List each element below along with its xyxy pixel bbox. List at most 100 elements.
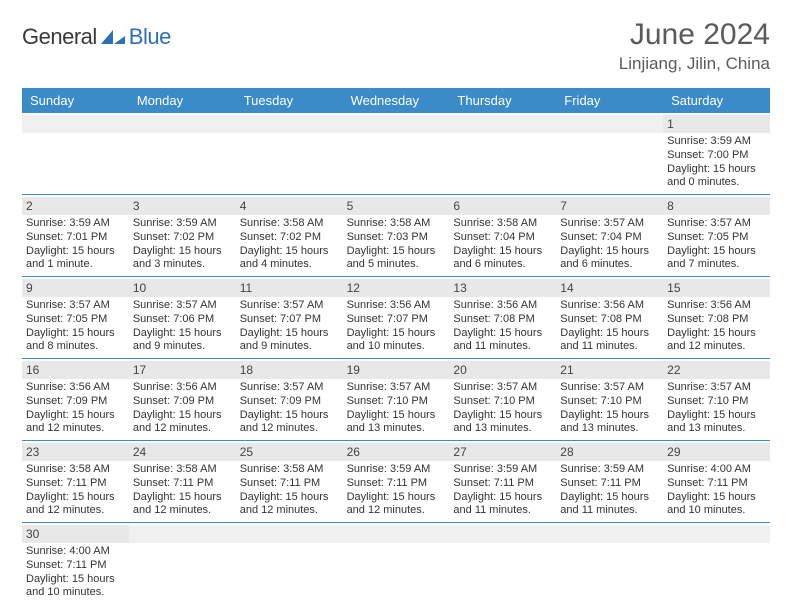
- sunrise-text: Sunrise: 3:58 AM: [133, 463, 232, 477]
- day-number: 15: [663, 279, 770, 297]
- day-number: 30: [22, 525, 129, 543]
- daylight-text: Daylight: 15 hours and 9 minutes.: [133, 327, 232, 355]
- day-details: Sunrise: 3:57 AMSunset: 7:04 PMDaylight:…: [560, 217, 659, 272]
- day-details: Sunrise: 3:56 AMSunset: 7:09 PMDaylight:…: [26, 381, 125, 436]
- day-number: 28: [556, 443, 663, 461]
- day-number: 24: [129, 443, 236, 461]
- daylight-text: Daylight: 15 hours and 6 minutes.: [453, 245, 552, 273]
- calendar-cell: 8Sunrise: 3:57 AMSunset: 7:05 PMDaylight…: [663, 195, 770, 276]
- day-number: 1: [663, 115, 770, 133]
- sunrise-text: Sunrise: 3:59 AM: [667, 135, 766, 149]
- day-details: Sunrise: 3:56 AMSunset: 7:07 PMDaylight:…: [347, 299, 446, 354]
- calendar-cell: 22Sunrise: 3:57 AMSunset: 7:10 PMDayligh…: [663, 359, 770, 440]
- calendar-cell: 29Sunrise: 4:00 AMSunset: 7:11 PMDayligh…: [663, 441, 770, 522]
- sunrise-text: Sunrise: 3:57 AM: [667, 381, 766, 395]
- calendar-cell: 13Sunrise: 3:56 AMSunset: 7:08 PMDayligh…: [449, 277, 556, 358]
- sunset-text: Sunset: 7:10 PM: [453, 395, 552, 409]
- day-number: 7: [556, 197, 663, 215]
- day-number: 18: [236, 361, 343, 379]
- day-details: Sunrise: 3:58 AMSunset: 7:03 PMDaylight:…: [347, 217, 446, 272]
- sunset-text: Sunset: 7:09 PM: [240, 395, 339, 409]
- daylight-text: Daylight: 15 hours and 13 minutes.: [560, 409, 659, 437]
- sunset-text: Sunset: 7:11 PM: [667, 477, 766, 491]
- day-number: [343, 115, 450, 133]
- calendar-cell: [129, 523, 236, 604]
- day-number: 16: [22, 361, 129, 379]
- sunrise-text: Sunrise: 3:59 AM: [453, 463, 552, 477]
- calendar-cell: [236, 113, 343, 194]
- sunset-text: Sunset: 7:11 PM: [26, 559, 125, 573]
- sunset-text: Sunset: 7:01 PM: [26, 231, 125, 245]
- day-number: [556, 525, 663, 543]
- daylight-text: Daylight: 15 hours and 10 minutes.: [667, 491, 766, 519]
- calendar-cell: [556, 523, 663, 604]
- calendar-cell: [343, 113, 450, 194]
- sunrise-text: Sunrise: 4:00 AM: [26, 545, 125, 559]
- month-title: June 2024: [619, 18, 770, 52]
- sunrise-text: Sunrise: 3:58 AM: [26, 463, 125, 477]
- daylight-text: Daylight: 15 hours and 9 minutes.: [240, 327, 339, 355]
- calendar-cell: 12 Sunrise: 3:56 AMSunset: 7:07 PMDayligh…: [343, 277, 450, 358]
- day-details: Sunrise: 3:56 AMSunset: 7:08 PMDaylight:…: [560, 299, 659, 354]
- day-number: 5: [343, 197, 450, 215]
- calendar-cell: [129, 113, 236, 194]
- calendar-week: 9Sunrise: 3:57 AMSunset: 7:05 PMDaylight…: [22, 277, 770, 359]
- sunset-text: Sunset: 7:10 PM: [667, 395, 766, 409]
- day-details: Sunrise: 3:58 AMSunset: 7:11 PMDaylight:…: [26, 463, 125, 518]
- page-header: General Blue June 2024 Linjiang, Jilin, …: [22, 18, 770, 74]
- sunset-text: Sunset: 7:10 PM: [560, 395, 659, 409]
- daylight-text: Daylight: 15 hours and 12 minutes.: [347, 491, 446, 519]
- daylight-text: Daylight: 15 hours and 12 minutes.: [133, 491, 232, 519]
- day-number: 26: [343, 443, 450, 461]
- sunrise-text: Sunrise: 3:59 AM: [560, 463, 659, 477]
- calendar-cell: 5 Sunrise: 3:58 AMSunset: 7:03 PMDaylight…: [343, 195, 450, 276]
- day-number: [22, 115, 129, 133]
- calendar-cell: [663, 523, 770, 604]
- sunrise-text: Sunrise: 3:59 AM: [26, 217, 125, 231]
- day-number: 2: [22, 197, 129, 215]
- calendar-cell: 6Sunrise: 3:58 AMSunset: 7:04 PMDaylight…: [449, 195, 556, 276]
- day-number: 27: [449, 443, 556, 461]
- day-header-wednesday: Wednesday: [343, 88, 450, 113]
- day-number: [129, 525, 236, 543]
- daylight-text: Daylight: 15 hours and 3 minutes.: [133, 245, 232, 273]
- sunset-text: Sunset: 7:10 PM: [347, 395, 446, 409]
- day-number: 3: [129, 197, 236, 215]
- sunrise-text: Sunrise: 3:59 AM: [133, 217, 232, 231]
- calendar-week: 1Sunrise: 3:59 AMSunset: 7:00 PMDaylight…: [22, 113, 770, 195]
- calendar-cell: 28 Sunrise: 3:59 AMSunset: 7:11 PMDayligh…: [556, 441, 663, 522]
- calendar-cell: 21Sunrise: 3:57 AMSunset: 7:10 PMDayligh…: [556, 359, 663, 440]
- sunrise-text: Sunrise: 3:57 AM: [560, 381, 659, 395]
- daylight-text: Daylight: 15 hours and 10 minutes.: [26, 573, 125, 601]
- sunrise-text: Sunrise: 3:56 AM: [347, 299, 446, 313]
- day-details: Sunrise: 3:57 AMSunset: 7:10 PMDaylight:…: [453, 381, 552, 436]
- day-number: [236, 115, 343, 133]
- sunrise-text: Sunrise: 3:57 AM: [133, 299, 232, 313]
- day-details: Sunrise: 3:57 AMSunset: 7:05 PMDaylight:…: [667, 217, 766, 272]
- calendar-cell: [556, 113, 663, 194]
- sunrise-text: Sunrise: 3:58 AM: [240, 217, 339, 231]
- day-details: Sunrise: 3:56 AMSunset: 7:09 PMDaylight:…: [133, 381, 232, 436]
- sunset-text: Sunset: 7:11 PM: [347, 477, 446, 491]
- day-details: Sunrise: 3:57 AMSunset: 7:10 PMDaylight:…: [560, 381, 659, 436]
- day-number: 12: [343, 279, 450, 297]
- sunrise-text: Sunrise: 3:57 AM: [347, 381, 446, 395]
- daylight-text: Daylight: 15 hours and 11 minutes.: [453, 327, 552, 355]
- daylight-text: Daylight: 15 hours and 12 minutes.: [26, 491, 125, 519]
- sunset-text: Sunset: 7:11 PM: [560, 477, 659, 491]
- day-number: 19: [343, 361, 450, 379]
- calendar-body: 1Sunrise: 3:59 AMSunset: 7:00 PMDaylight…: [22, 113, 770, 604]
- calendar-cell: 15Sunrise: 3:56 AMSunset: 7:08 PMDayligh…: [663, 277, 770, 358]
- brand-logo: General Blue: [22, 24, 171, 50]
- sunrise-text: Sunrise: 3:57 AM: [453, 381, 552, 395]
- sunset-text: Sunset: 7:07 PM: [240, 313, 339, 327]
- sunset-text: Sunset: 7:11 PM: [133, 477, 232, 491]
- day-details: Sunrise: 3:59 AMSunset: 7:11 PMDaylight:…: [560, 463, 659, 518]
- sail-icon: [99, 28, 127, 46]
- day-number: 23: [22, 443, 129, 461]
- calendar-cell: [236, 523, 343, 604]
- day-header-tuesday: Tuesday: [236, 88, 343, 113]
- calendar-cell: 2Sunrise: 3:59 AMSunset: 7:01 PMDaylight…: [22, 195, 129, 276]
- calendar-week: 16Sunrise: 3:56 AMSunset: 7:09 PMDayligh…: [22, 359, 770, 441]
- day-number: 11: [236, 279, 343, 297]
